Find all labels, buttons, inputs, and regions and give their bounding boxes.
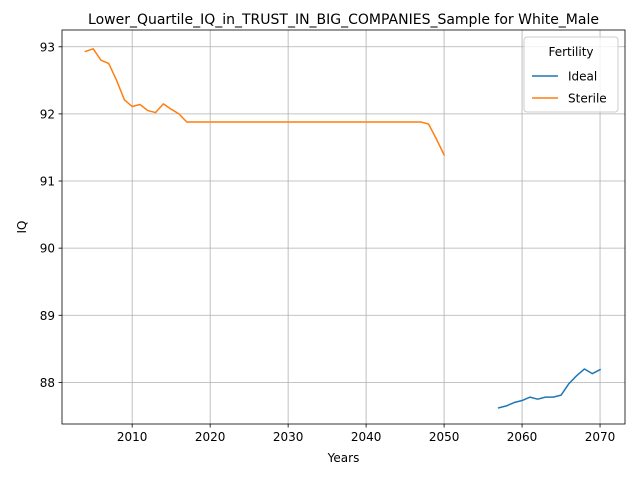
y-axis-label: IQ (15, 221, 29, 234)
series-line-ideal (497, 368, 602, 409)
y-tick-label: 90 (40, 242, 55, 256)
series-line-sterile (84, 48, 446, 156)
series-lines (84, 48, 602, 409)
legend-title: Fertility (548, 45, 593, 59)
legend-box (523, 36, 619, 113)
y-tick-label: 93 (40, 40, 55, 54)
x-axis-label: Years (327, 451, 360, 465)
y-tick-label: 89 (40, 309, 55, 323)
legend-label-ideal: Ideal (568, 70, 597, 84)
x-tick-label: 2060 (507, 430, 538, 444)
axis-ticks: 2010 2020 2030 2040 2050 2060 2070 88 89 90 91 92 93 (40, 40, 616, 444)
plot-frame (61, 29, 626, 425)
x-tick-label: 2030 (273, 430, 304, 444)
legend-label-sterile: Sterile (568, 92, 607, 106)
x-tick-label: 2050 (429, 430, 460, 444)
x-tick-label: 2020 (195, 430, 226, 444)
chart-title: Lower_Quartile_IQ_in_TRUST_IN_BIG_COMPAN… (88, 12, 599, 28)
y-tick-label: 88 (40, 376, 55, 390)
grid (62, 30, 625, 424)
y-tick-label: 91 (40, 175, 55, 189)
x-tick-label: 2040 (351, 430, 382, 444)
x-tick-label: 2010 (117, 430, 148, 444)
y-tick-label: 92 (40, 107, 55, 121)
legend: Fertility Ideal Sterile (523, 36, 619, 113)
x-tick-label: 2070 (585, 430, 616, 444)
